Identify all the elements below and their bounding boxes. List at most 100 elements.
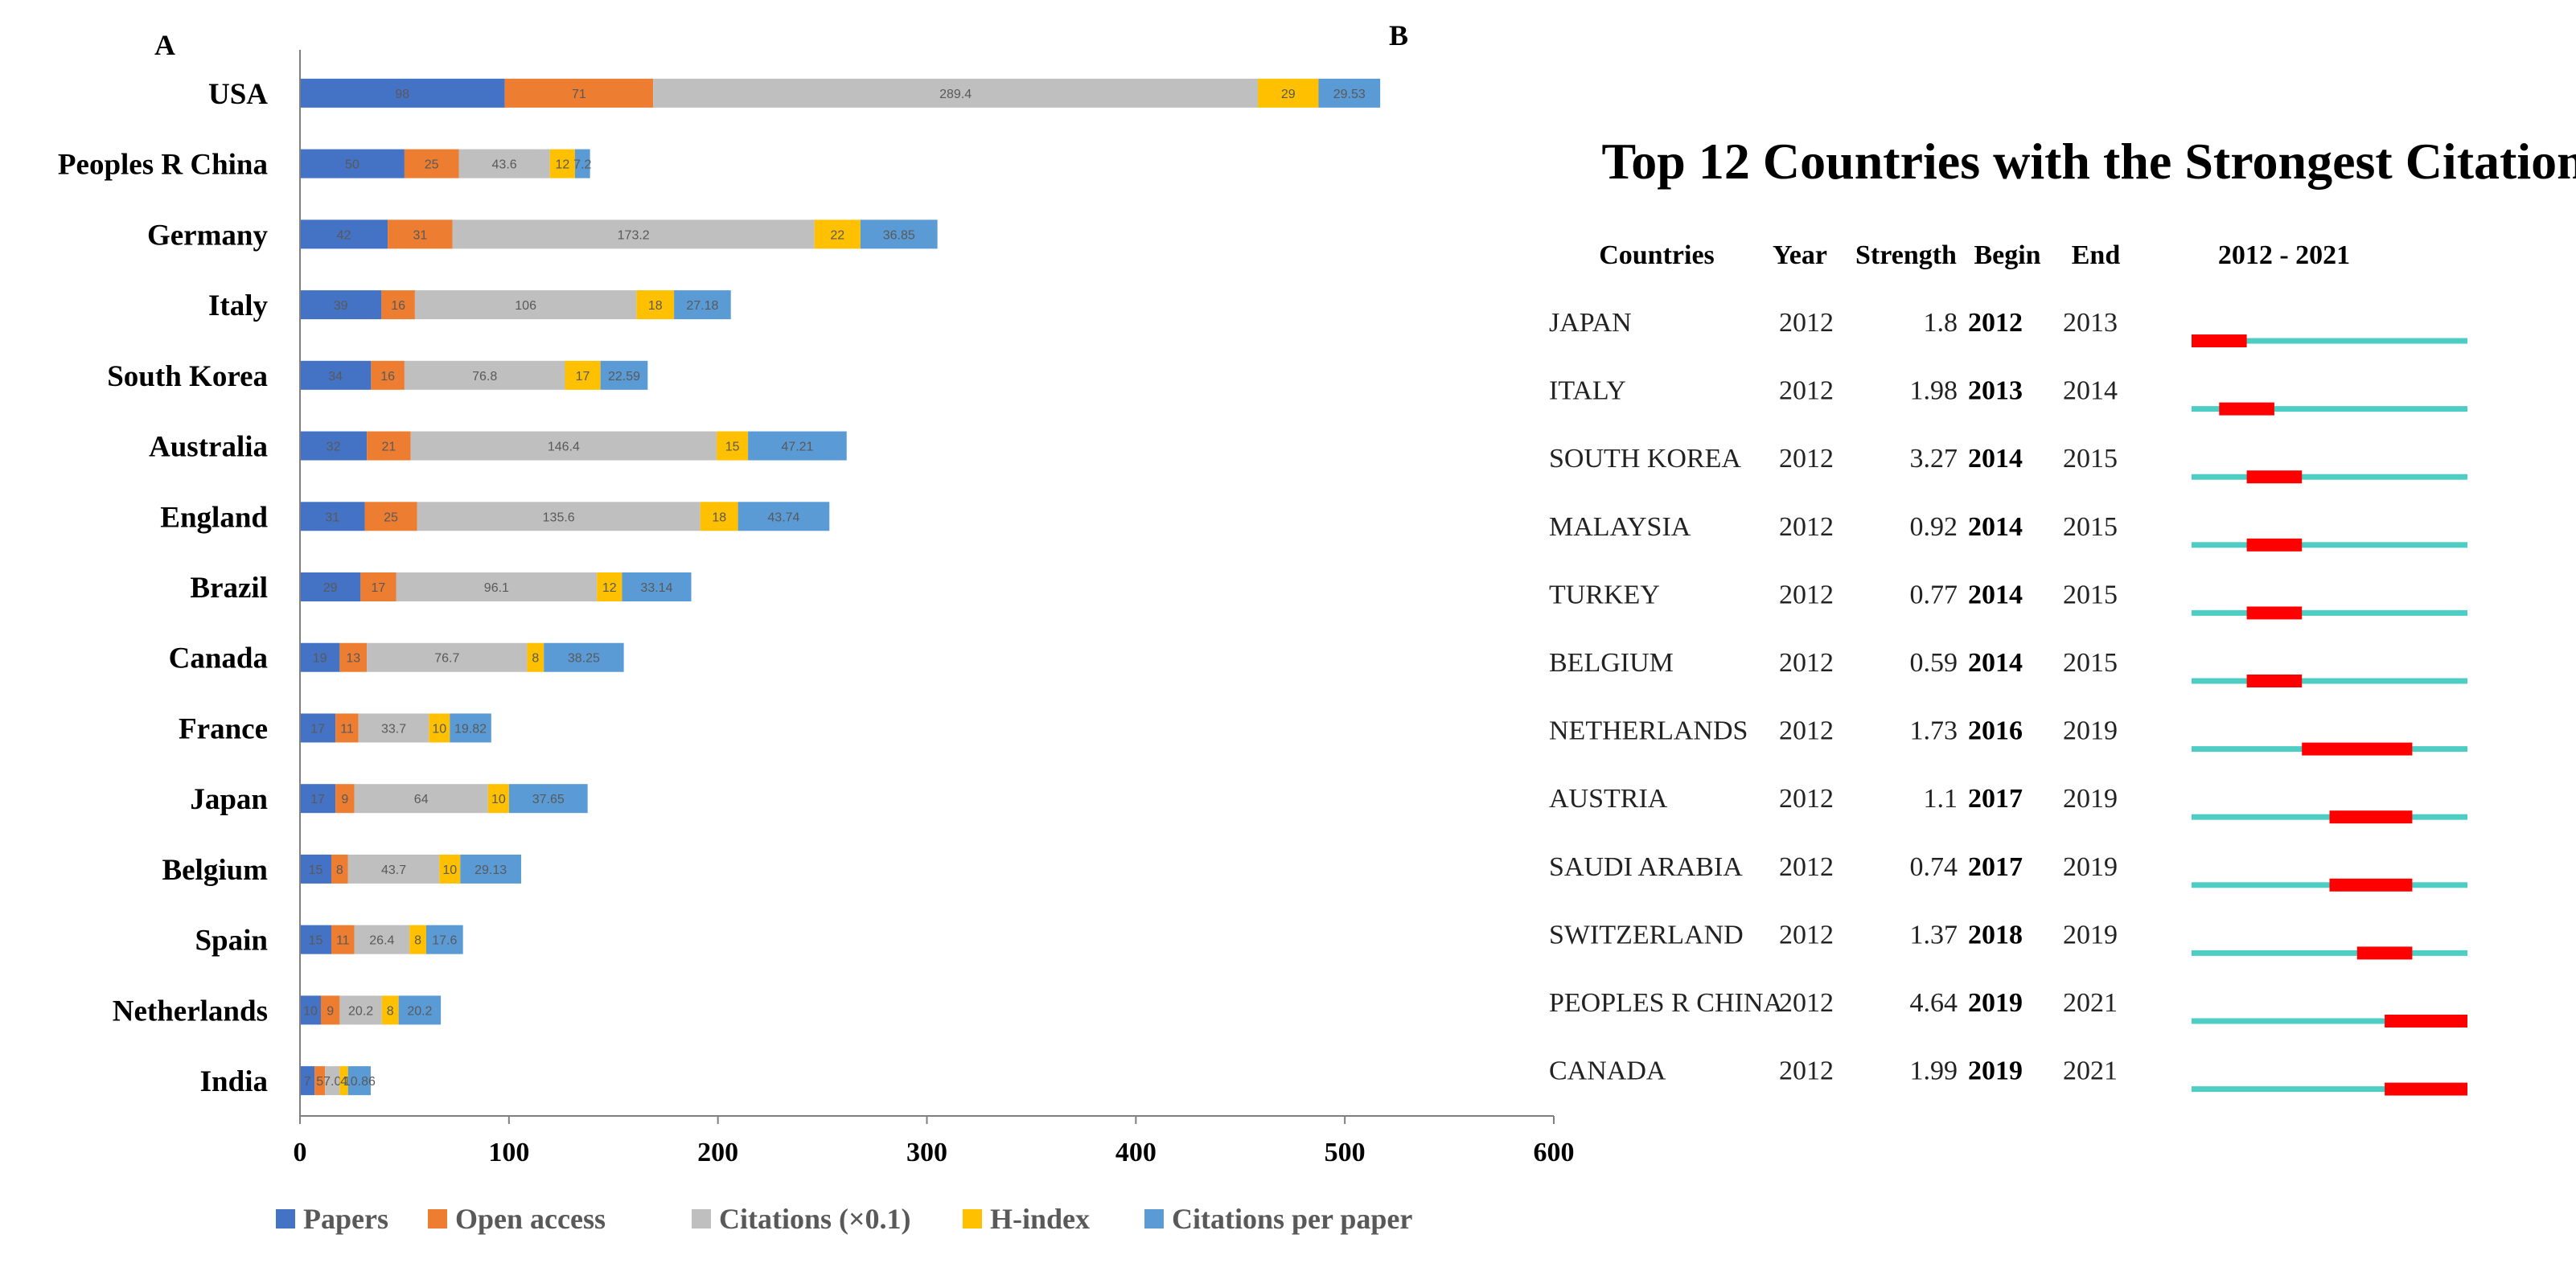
data-label-italy-h-index: 18 (648, 299, 663, 313)
data-label-spain-open-access: 11 (336, 934, 350, 948)
data-label-belgium-h-index: 10 (442, 863, 457, 877)
row-end-malaysia: 2015 (2063, 512, 2118, 542)
column-header-begin: Begin (1974, 240, 2040, 270)
data-label-canada-citations-0-1: 76.7 (434, 652, 459, 666)
data-label-france-open-access: 11 (340, 722, 354, 736)
data-label-netherlands-open-access: 9 (327, 1004, 334, 1018)
data-label-india-citations-0-1: 7.0 (323, 1075, 341, 1089)
data-label-germany-papers: 42 (337, 228, 351, 242)
bar-usa-citations-per-paper (1318, 78, 1381, 108)
category-label-brazil: Brazil (190, 572, 268, 605)
bar-italy-h-index (636, 290, 675, 320)
row-end-turkey: 2015 (2063, 580, 2118, 609)
row-year-peoples-r-china: 2012 (1779, 988, 1834, 1018)
data-label-canada-open-access: 13 (346, 652, 360, 666)
data-label-belgium-citations-0-1: 43.7 (381, 863, 406, 877)
row-end-japan: 2013 (2063, 308, 2118, 338)
timeline-japan (2192, 338, 2467, 344)
data-label-brazil-open-access: 17 (372, 581, 386, 595)
bar-brazil-h-index (597, 572, 622, 601)
bar-south-korea-open-access (371, 360, 405, 390)
legend-swatch-h-index (963, 1209, 982, 1229)
bar-canada-h-index (527, 642, 544, 672)
bar-italy-papers (300, 290, 382, 320)
bar-india-papers (300, 1066, 315, 1096)
bar-england-citations-per-paper (737, 502, 830, 531)
row-year-japan: 2012 (1779, 308, 1834, 338)
row-strength-canada: 1.99 (1910, 1056, 1958, 1086)
bar-usa-citations-0-1 (653, 78, 1259, 108)
data-label-peoples-r-china-papers: 50 (345, 158, 359, 172)
data-label-italy-citations-per-paper: 27.18 (686, 299, 718, 313)
data-label-france-citations-0-1: 33.7 (381, 722, 406, 736)
bar-netherlands-citations-0-1 (339, 995, 382, 1025)
bar-germany-citations-per-paper (860, 219, 938, 249)
bar-france-open-access (335, 713, 359, 743)
bar-south-korea-citations-0-1 (404, 360, 565, 390)
data-label-usa-citations-0-1: 289.4 (939, 88, 972, 101)
legend-label-citations-0-1: Citations (×0.1) (719, 1203, 911, 1235)
data-label-canada-papers: 19 (313, 652, 327, 666)
data-label-france-citations-per-paper: 19.82 (454, 722, 487, 736)
row-strength-belgium: 0.59 (1910, 648, 1958, 678)
bar-belgium-citations-per-paper (460, 854, 521, 884)
bar-spain-papers (300, 925, 331, 954)
data-label-australia-papers: 32 (327, 441, 341, 454)
data-label-netherlands-papers: 10 (303, 1004, 318, 1018)
bar-belgium-open-access (331, 854, 348, 884)
data-label-south-korea-open-access: 16 (380, 370, 395, 384)
category-label-italy: Italy (208, 289, 269, 322)
bar-netherlands-h-index (381, 995, 399, 1025)
timeline-switzerland (2192, 950, 2467, 956)
row-country-japan: JAPAN (1549, 308, 1632, 338)
row-end-netherlands: 2019 (2063, 716, 2118, 746)
row-year-turkey: 2012 (1779, 580, 1834, 609)
data-label-brazil-citations-per-paper: 33.14 (640, 581, 672, 595)
row-begin-italy: 2013 (1968, 376, 2023, 406)
data-label-spain-citations-0-1: 26.4 (369, 934, 394, 948)
bar-japan-h-index (487, 784, 509, 814)
burst-bar-netherlands (2302, 742, 2413, 756)
bar-italy-citations-per-paper (674, 290, 731, 320)
data-label-usa-citations-per-paper: 29.53 (1333, 88, 1366, 101)
row-end-belgium: 2015 (2063, 648, 2118, 678)
bar-india-citations-0-1 (325, 1066, 340, 1096)
burst-bar-saudi-arabia (2329, 878, 2413, 892)
bar-peoples-r-china-open-access (404, 149, 459, 178)
burst-bar-italy (2219, 402, 2274, 416)
timeline-belgium (2192, 678, 2467, 684)
row-strength-austria: 1.1 (1924, 784, 1958, 814)
data-label-usa-open-access: 71 (572, 88, 586, 101)
data-label-belgium-open-access: 8 (336, 863, 343, 877)
row-end-south-korea: 2015 (2063, 444, 2118, 474)
data-label-italy-citations-0-1: 106 (515, 299, 536, 313)
row-year-italy: 2012 (1779, 376, 1834, 406)
data-label-france-papers: 17 (310, 722, 325, 736)
category-label-india: India (200, 1065, 268, 1098)
data-label-australia-citations-0-1: 146.4 (548, 441, 580, 454)
data-label-germany-citations-per-paper: 36.85 (883, 228, 915, 242)
burst-bar-belgium (2246, 675, 2303, 687)
data-label-netherlands-citations-0-1: 20.2 (348, 1004, 373, 1018)
row-year-netherlands: 2012 (1779, 716, 1834, 746)
bar-australia-citations-per-paper (748, 431, 847, 461)
panel-a-label: A (154, 29, 175, 61)
bar-canada-papers (300, 642, 340, 672)
bar-england-open-access (364, 502, 417, 531)
burst-bar-switzerland (2356, 946, 2413, 960)
row-begin-austria: 2017 (1968, 784, 2023, 814)
category-label-spain: Spain (195, 925, 268, 958)
row-country-austria: AUSTRIA (1549, 784, 1668, 814)
timeline-malaysia (2192, 542, 2467, 548)
row-country-switzerland: SWITZERLAND (1549, 920, 1744, 950)
row-begin-saudi-arabia: 2017 (1968, 852, 2023, 882)
burst-bar-malaysia (2246, 538, 2303, 552)
data-label-germany-citations-0-1: 173.2 (618, 228, 650, 242)
bar-canada-open-access (339, 642, 368, 672)
row-country-saudi-arabia: SAUDI ARABIA (1549, 852, 1743, 882)
data-label-usa-papers: 98 (395, 88, 409, 101)
x-tick-label-100: 100 (488, 1138, 529, 1167)
bar-netherlands-open-access (320, 995, 340, 1025)
bar-germany-citations-0-1 (452, 219, 815, 249)
